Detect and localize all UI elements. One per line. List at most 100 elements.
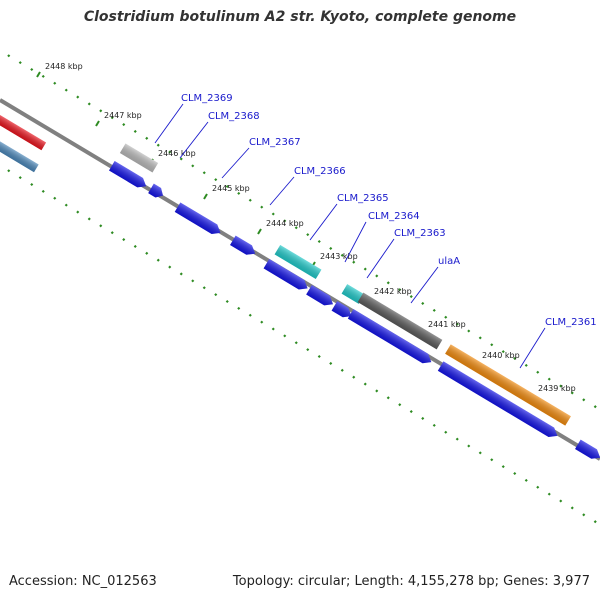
tick-dot bbox=[421, 301, 425, 305]
tick-dot bbox=[409, 295, 413, 299]
tick-dot bbox=[41, 74, 45, 78]
map-title: Clostridium botulinum A2 str. Kyoto, com… bbox=[83, 9, 517, 25]
tick-label: 2440 kbp bbox=[482, 351, 520, 360]
feature-layer bbox=[0, 111, 600, 459]
gene-leader-line bbox=[366, 238, 395, 279]
tick-dot bbox=[352, 375, 356, 379]
tick-dot bbox=[225, 184, 229, 189]
major-tick bbox=[203, 193, 208, 200]
tick-dot bbox=[582, 513, 586, 517]
tick-dot bbox=[202, 171, 206, 175]
tick-dot bbox=[386, 396, 390, 400]
gene-shade bbox=[445, 344, 571, 426]
tick-dot bbox=[490, 343, 494, 347]
tick-dot bbox=[536, 485, 540, 489]
gene-feature bbox=[174, 202, 221, 234]
genome-summary: Topology: circular; Length: 4,155,278 bp… bbox=[232, 574, 590, 589]
tick-dot bbox=[490, 458, 494, 462]
tick-dot bbox=[340, 253, 344, 257]
tick-dot bbox=[570, 506, 574, 510]
gene-leader-line bbox=[179, 121, 209, 159]
tick-dot bbox=[306, 233, 310, 237]
tick-dot bbox=[87, 217, 91, 221]
tick-dot bbox=[386, 281, 390, 285]
gene-label: CLM_2365 bbox=[337, 193, 389, 204]
gene-leader-line bbox=[154, 103, 184, 144]
tick-dot bbox=[329, 246, 333, 250]
tick-dot bbox=[363, 382, 367, 386]
tick-label: 2445 kbp bbox=[212, 184, 250, 193]
tick-dot bbox=[133, 244, 137, 248]
tick-dot bbox=[513, 356, 517, 361]
tick-dot bbox=[329, 361, 333, 365]
tick-dot bbox=[260, 205, 264, 209]
tick-label: 2446 kbp bbox=[158, 149, 196, 158]
tick-dot bbox=[248, 198, 252, 202]
tick-dot bbox=[501, 350, 505, 354]
tick-dot bbox=[87, 102, 91, 106]
gene-leader-line bbox=[519, 327, 546, 369]
gene-label: CLM_2368 bbox=[208, 111, 260, 122]
tick-dot bbox=[375, 274, 379, 278]
tick-dot bbox=[237, 306, 241, 310]
gene-shade bbox=[575, 439, 600, 459]
tick-dot bbox=[570, 391, 574, 395]
tick-dot bbox=[317, 355, 321, 359]
tick-dot bbox=[547, 492, 551, 496]
tick-label: 2447 kbp bbox=[104, 111, 142, 120]
gene-shade bbox=[0, 111, 47, 151]
gene-label: CLM_2364 bbox=[368, 211, 420, 222]
tick-dot bbox=[478, 336, 482, 340]
tick-label: 2441 kbp bbox=[428, 320, 466, 329]
tick-dot bbox=[214, 178, 218, 182]
tick-dot bbox=[294, 226, 298, 230]
gene-feature bbox=[445, 344, 571, 426]
tick-dot bbox=[352, 260, 356, 264]
gene-label: CLM_2363 bbox=[394, 228, 446, 239]
gene-shade bbox=[109, 161, 147, 188]
gene-feature bbox=[357, 292, 443, 350]
gene-feature bbox=[0, 111, 47, 151]
tick-dot bbox=[271, 327, 275, 331]
tick-label: 2443 kbp bbox=[320, 252, 358, 261]
tick-dot bbox=[145, 251, 149, 255]
tick-dot bbox=[444, 315, 448, 319]
gene-shade bbox=[0, 137, 39, 173]
tick-dot bbox=[7, 54, 11, 58]
gene-shade bbox=[331, 301, 352, 318]
tick-dot bbox=[593, 520, 597, 524]
tick-dot bbox=[248, 313, 252, 317]
gene-feature bbox=[148, 183, 164, 198]
gene-shade bbox=[306, 285, 334, 306]
tick-dot bbox=[76, 95, 80, 99]
major-tick bbox=[36, 71, 41, 78]
tick-dot bbox=[64, 203, 68, 207]
gene-shade bbox=[437, 361, 558, 438]
tick-dot bbox=[133, 129, 137, 133]
gene-label: CLM_2367 bbox=[249, 137, 301, 148]
gene-label: CLM_2369 bbox=[181, 93, 233, 104]
tick-dot bbox=[271, 212, 275, 216]
tick-dot bbox=[179, 157, 183, 161]
tick-dot bbox=[421, 416, 425, 420]
tick-dot bbox=[18, 61, 22, 65]
tick-dot bbox=[168, 150, 172, 154]
gene-shade bbox=[274, 244, 322, 280]
gene-feature bbox=[263, 258, 308, 290]
tick-dot bbox=[99, 109, 103, 113]
tick-dot bbox=[30, 67, 34, 72]
tick-dot bbox=[524, 478, 528, 482]
outer-tick-track bbox=[7, 54, 597, 409]
gene-shade bbox=[230, 235, 256, 255]
gene-shade bbox=[357, 292, 443, 350]
tick-dot bbox=[156, 258, 160, 262]
tick-dot bbox=[283, 219, 287, 223]
gene-feature bbox=[575, 439, 600, 459]
tick-dot bbox=[122, 238, 126, 242]
gene-feature bbox=[306, 285, 334, 306]
tick-dot bbox=[99, 224, 103, 228]
tick-dot bbox=[225, 299, 229, 304]
gene-shade bbox=[347, 309, 432, 364]
tick-dot bbox=[524, 363, 528, 367]
